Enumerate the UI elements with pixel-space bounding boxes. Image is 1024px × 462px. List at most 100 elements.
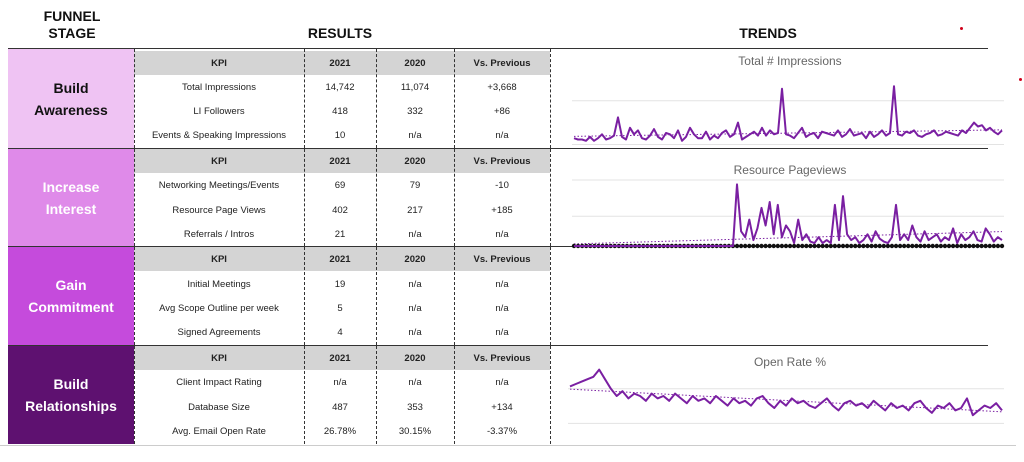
table-row: Referrals / Intros 21 n/a n/a <box>134 222 550 246</box>
header-vs-previous: Vs. Previous <box>473 57 531 69</box>
baseline-point <box>771 243 776 249</box>
column-divider <box>376 149 377 246</box>
header-2021: 2021 <box>329 253 351 265</box>
pageviews-trend-chart <box>571 179 1005 249</box>
column-divider <box>376 247 377 345</box>
baseline-point <box>759 243 764 249</box>
stage-label-line1: Build <box>53 79 89 96</box>
kpi-name: Total Impressions <box>182 81 256 93</box>
value-2020: 11,074 <box>400 81 430 93</box>
value-2020: 332 <box>407 105 423 117</box>
value-2021: 21 <box>334 228 346 240</box>
baseline-point <box>885 243 891 249</box>
baseline-point <box>775 243 781 249</box>
baseline-point <box>942 243 948 249</box>
value-2020: 217 <box>407 204 423 216</box>
header-2020: 2020 <box>404 155 426 167</box>
baseline-point <box>787 243 793 249</box>
value-2020: n/a <box>408 278 422 290</box>
baseline-point <box>804 243 809 249</box>
stage-build-awareness: Build Awareness <box>8 49 134 148</box>
kpi-name: Events & Speaking Impressions <box>151 129 287 141</box>
baseline-point <box>820 243 825 249</box>
table-row: Database Size 487 353 +134 <box>134 395 550 419</box>
baseline-point <box>918 243 923 249</box>
baseline-point <box>844 243 850 249</box>
column-divider <box>454 247 455 345</box>
value-2020: 30.15% <box>398 425 432 437</box>
stage-label-line1: Gain <box>55 277 87 293</box>
funnel-header-line1: FUNNEL <box>43 8 101 24</box>
baseline-point <box>836 243 842 249</box>
baseline-point <box>755 243 760 249</box>
column-divider <box>134 49 135 148</box>
baseline-point <box>857 243 862 249</box>
value-2021: 69 <box>334 179 346 191</box>
baseline-point <box>897 243 903 249</box>
trendline <box>573 231 1003 245</box>
baseline-point <box>930 243 935 249</box>
baseline-point <box>779 243 785 249</box>
value-vs-previous: -10 <box>495 179 509 191</box>
chart-title-pageviews: Resource Pageviews <box>733 163 847 177</box>
column-divider <box>134 247 135 345</box>
header-vs-previous: Vs. Previous <box>473 253 531 265</box>
red-marker <box>1019 78 1022 81</box>
header-2021: 2021 <box>329 57 351 69</box>
column-divider <box>550 247 551 345</box>
value-2020: 353 <box>407 401 423 413</box>
kpi-name: Resource Page Views <box>172 204 266 216</box>
stage-label-line1: Increase <box>42 178 100 195</box>
baseline-point <box>869 243 874 249</box>
value-vs-previous: n/a <box>495 326 509 338</box>
baseline-point <box>816 243 821 249</box>
baseline-point <box>800 243 805 249</box>
table-row: Avg Scope Outline per week 5 n/a n/a <box>134 296 550 320</box>
open-rate-trend-chart <box>568 368 1004 424</box>
baseline-point <box>783 243 789 249</box>
table-header-row: KPI 2021 2020 Vs. Previous <box>134 149 550 173</box>
baseline-point <box>950 243 956 249</box>
baseline-point <box>861 243 866 249</box>
header-2021: 2021 <box>329 352 351 364</box>
value-vs-previous: n/a <box>495 228 509 240</box>
baseline-point <box>983 243 988 249</box>
stage-label-line2: Relationships <box>25 398 117 414</box>
baseline-point <box>865 243 870 249</box>
value-vs-previous: +86 <box>493 105 511 117</box>
red-marker <box>960 27 963 30</box>
value-2021: 26.78% <box>323 425 357 437</box>
table-header-row: KPI 2021 2020 Vs. Previous <box>134 51 550 75</box>
trendline <box>573 129 1003 137</box>
section-divider <box>0 445 1016 446</box>
baseline-point <box>938 243 944 249</box>
chart-title-open-rate: Open Rate % <box>753 355 827 369</box>
value-2021: 487 <box>332 401 348 413</box>
kpi-name: Avg. Email Open Rate <box>172 425 266 437</box>
baseline-point <box>922 243 927 249</box>
value-vs-previous: n/a <box>495 278 509 290</box>
table-row: Avg. Email Open Rate 26.78% 30.15% -3.37… <box>134 419 550 443</box>
baseline-point <box>751 243 756 249</box>
column-divider <box>550 346 551 444</box>
baseline-point <box>959 243 964 249</box>
value-vs-previous: -3.37% <box>486 425 518 437</box>
baseline-point <box>824 243 829 249</box>
baseline-point <box>934 243 939 249</box>
value-vs-previous: +134 <box>491 401 513 413</box>
baseline-point <box>808 243 813 249</box>
column-divider <box>454 346 455 444</box>
value-2020: n/a <box>408 326 422 338</box>
trendline <box>569 388 1003 413</box>
column-divider <box>454 49 455 148</box>
header-kpi: KPI <box>211 352 227 364</box>
table-row: Events & Speaking Impressions 10 n/a n/a <box>134 123 550 147</box>
column-divider <box>550 149 551 246</box>
baseline-point <box>991 243 997 249</box>
baseline-point <box>946 243 952 249</box>
column-divider <box>376 346 377 444</box>
baseline-point <box>738 243 744 249</box>
baseline-point <box>763 243 768 249</box>
value-2021: 4 <box>337 326 343 338</box>
header-2020: 2020 <box>404 253 426 265</box>
